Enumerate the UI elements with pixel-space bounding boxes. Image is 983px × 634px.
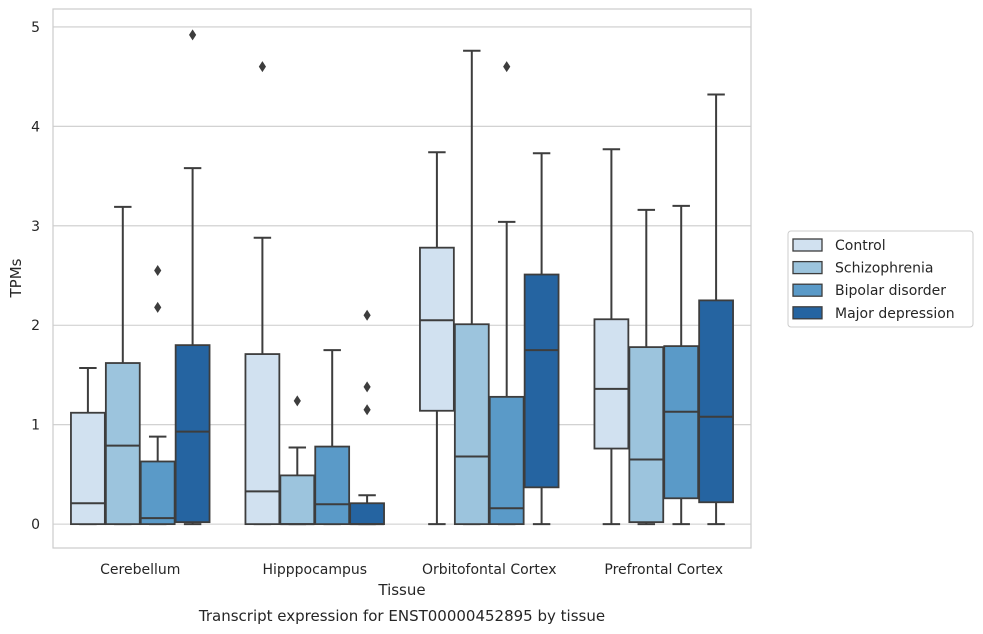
box-2-1 — [453, 49, 490, 526]
box-0-1 — [104, 205, 141, 526]
box-body — [593, 318, 630, 450]
box-0-0 — [70, 367, 106, 526]
x-tick-labels: Cerebellum Hipppocampus Orbitofontal Corte… — [100, 562, 723, 578]
outlier-point — [363, 381, 371, 393]
box-body — [174, 344, 211, 524]
x-tick-label: Prefrontal Cortex — [604, 562, 723, 578]
outlier-point — [154, 265, 162, 277]
outlier-point — [293, 395, 301, 407]
y-tick-label: 2 — [31, 318, 40, 334]
box-1-3 — [349, 309, 385, 526]
box-3-3 — [698, 93, 734, 526]
legend-label: Major depression — [835, 306, 955, 322]
y-tick-label: 0 — [31, 517, 40, 533]
box-body — [488, 395, 525, 526]
box-1-2 — [314, 349, 351, 526]
legend-swatch — [792, 238, 823, 252]
box-body — [314, 445, 351, 526]
legend-label: Control — [835, 238, 886, 254]
y-tick-label: 1 — [31, 418, 40, 434]
box-0-2 — [139, 265, 176, 526]
x-tick-label: Orbitofontal Cortex — [422, 562, 557, 578]
outlier-point — [189, 29, 197, 41]
box-body — [349, 502, 385, 526]
legend: Control Schizophrenia Bipolar disorder Majo… — [787, 230, 974, 328]
x-tick-label: Cerebellum — [100, 562, 180, 578]
x-axis-title: Tissue — [377, 581, 425, 599]
box-body — [139, 460, 176, 526]
legend-swatch — [792, 283, 823, 297]
x-tick-label: Hipppocampus — [262, 562, 367, 578]
box-2-0 — [419, 151, 455, 526]
plot-area-frame — [52, 8, 752, 549]
box-body — [628, 346, 665, 524]
outlier-point — [363, 404, 371, 416]
legend-swatch — [792, 306, 823, 320]
grid-lines — [53, 26, 751, 525]
outlier-point — [363, 309, 371, 321]
box-body — [70, 411, 106, 526]
figure-caption: Transcript expression for ENST0000045289… — [198, 607, 605, 625]
box-3-0 — [593, 148, 630, 526]
box-layer — [70, 29, 734, 526]
box-1-1 — [279, 395, 316, 526]
box-body — [104, 362, 141, 526]
outlier-point — [503, 61, 511, 73]
box-body — [698, 299, 734, 504]
box-3-2 — [663, 204, 700, 526]
box-2-3 — [523, 152, 560, 526]
box-body — [419, 246, 455, 412]
y-axis-title: TPMs — [7, 258, 25, 298]
box-body — [523, 273, 560, 489]
legend-swatch — [792, 260, 823, 275]
box-2-2 — [488, 61, 525, 526]
box-body — [663, 345, 700, 500]
y-tick-labels: 0 1 2 3 4 5 — [31, 20, 40, 533]
y-tick-label: 5 — [31, 20, 40, 36]
legend-label: Schizophrenia — [835, 261, 933, 277]
legend-label: Bipolar disorder — [835, 283, 946, 299]
outlier-point — [154, 301, 162, 313]
box-body — [244, 353, 281, 526]
y-tick-label: 3 — [31, 219, 40, 235]
box-body — [279, 474, 316, 526]
box-body — [453, 323, 490, 526]
box-0-3 — [174, 29, 211, 526]
y-tick-label: 4 — [31, 119, 40, 135]
legend-frame — [787, 230, 974, 328]
box-1-0 — [244, 61, 281, 526]
outlier-point — [258, 61, 266, 73]
box-3-1 — [628, 208, 665, 526]
